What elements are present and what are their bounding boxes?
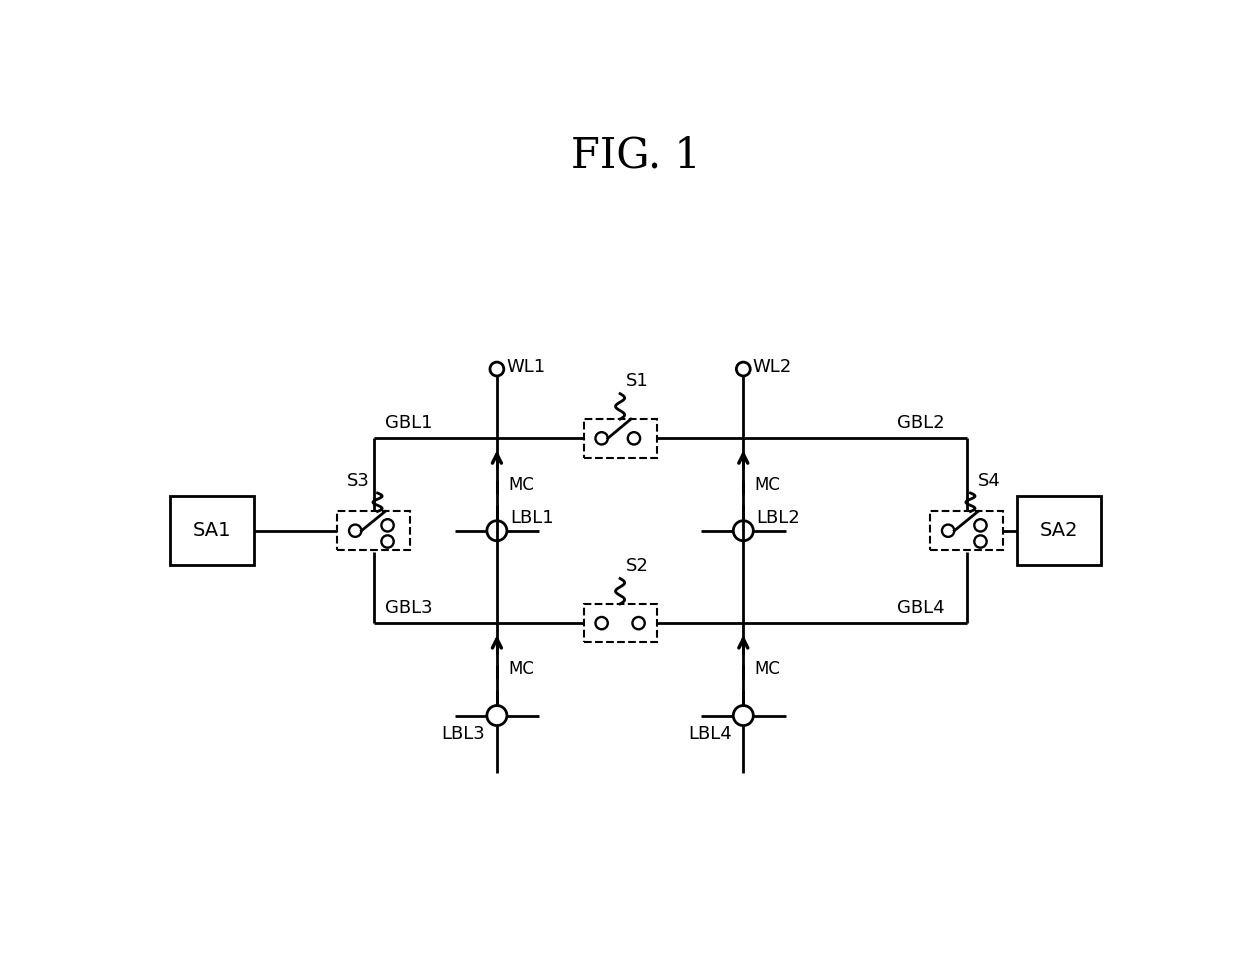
Bar	[337, 512, 410, 550]
Text: S1: S1	[626, 372, 649, 390]
Text: FIG. 1: FIG. 1	[570, 134, 701, 176]
Bar	[1017, 496, 1101, 566]
Text: MC: MC	[755, 476, 781, 493]
Text: SA2: SA2	[1040, 522, 1079, 540]
Bar	[170, 496, 254, 566]
Bar	[930, 512, 1003, 550]
Text: MC: MC	[508, 476, 534, 493]
Text: LBL2: LBL2	[756, 509, 800, 527]
Text: WL2: WL2	[753, 359, 792, 376]
Text: GBL4: GBL4	[898, 599, 945, 616]
Text: MC: MC	[755, 660, 781, 678]
Text: LBL4: LBL4	[688, 725, 732, 743]
Text: LBL3: LBL3	[441, 725, 485, 743]
Text: S4: S4	[978, 472, 1001, 489]
Bar	[584, 419, 657, 457]
Text: GBL2: GBL2	[898, 414, 945, 432]
Text: S3: S3	[347, 472, 370, 489]
Bar	[584, 604, 657, 643]
Text: GBL3: GBL3	[386, 599, 433, 616]
Text: SA1: SA1	[192, 522, 231, 540]
Text: GBL1: GBL1	[386, 414, 433, 432]
Text: MC: MC	[508, 660, 534, 678]
Text: S2: S2	[626, 557, 649, 574]
Text: WL1: WL1	[506, 359, 546, 376]
Text: LBL1: LBL1	[510, 509, 553, 527]
